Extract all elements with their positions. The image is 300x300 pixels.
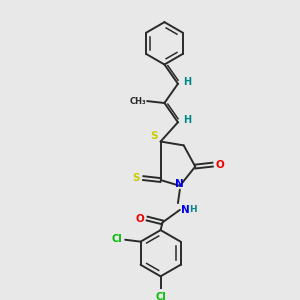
Text: H: H	[184, 77, 192, 87]
Text: N: N	[176, 179, 184, 189]
Text: Cl: Cl	[111, 234, 122, 244]
Text: H: H	[190, 206, 197, 214]
Text: S: S	[150, 131, 158, 141]
Text: O: O	[135, 214, 144, 224]
Text: H: H	[184, 115, 192, 125]
Text: CH₃: CH₃	[129, 97, 146, 106]
Text: Cl: Cl	[155, 292, 166, 300]
Text: N: N	[181, 205, 190, 215]
Text: S: S	[132, 173, 139, 183]
Text: O: O	[216, 160, 225, 170]
